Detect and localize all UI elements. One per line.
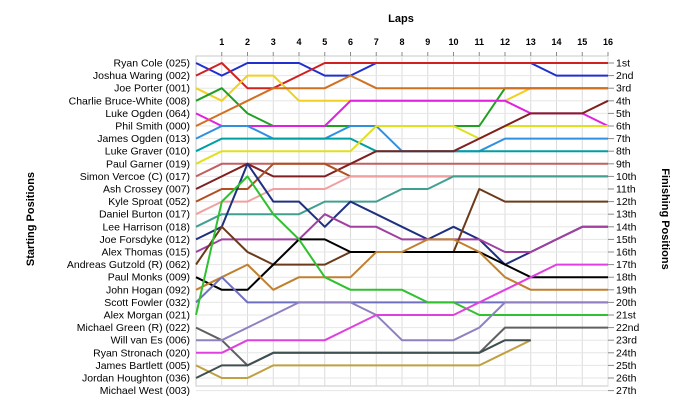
driver-line-26 (195, 339, 531, 379)
starting-position-label: Michael Green (R) (022) (77, 322, 190, 334)
driver-line-16 (195, 213, 608, 253)
lap-tick-label: 7 (374, 37, 379, 47)
lap-tick-label: 1 (219, 37, 224, 47)
lap-tick-label: 15 (577, 37, 587, 47)
y-axis-title: Starting Positions (25, 172, 37, 266)
driver-line-6 (195, 74, 608, 127)
starting-position-label: Joe Forsdyke (012) (100, 234, 190, 246)
lap-tick-label: 12 (500, 37, 510, 47)
starting-position-labels: Ryan Cole (025)Joshua Waring (002)Joe Po… (67, 58, 190, 398)
starting-position-label: Simon Vercoe (C) (017) (80, 171, 190, 183)
finishing-position-label: 19th (616, 284, 637, 296)
starting-position-label: Paul Garner (019) (106, 158, 190, 170)
starting-position-label: James Ogden (013) (97, 133, 190, 145)
driver-line-21 (195, 175, 608, 316)
finishing-position-label: 10th (616, 171, 637, 183)
starting-position-label: Charlie Bruce-White (008) (69, 95, 190, 107)
starting-position-label: Daniel Burton (017) (99, 209, 190, 221)
y2-axis-title: Finishing Positions (659, 168, 671, 269)
finishing-position-label: 13th (616, 209, 637, 221)
lap-tick-label: 10 (448, 37, 458, 47)
driver-line-2 (195, 62, 608, 90)
starting-position-label: Alex Thomas (015) (101, 247, 190, 259)
finishing-position-label: 8th (616, 146, 631, 158)
driver-line-19 (195, 238, 608, 291)
lap-tick-label: 3 (271, 37, 276, 47)
finishing-position-label: 5th (616, 108, 631, 120)
finishing-position-label: 9th (616, 158, 631, 170)
starting-position-label: Ash Crossey (007) (103, 184, 190, 196)
starting-position-label: Joshua Waring (002) (93, 70, 190, 82)
starting-position-label: Luke Graver (010) (105, 146, 190, 158)
finishing-position-label: 26th (616, 373, 637, 385)
driver-line-25 (195, 339, 532, 379)
finishing-position-label: 7th (616, 133, 631, 145)
finishing-position-label: 21st (616, 310, 636, 322)
finishing-position-label: 1st (616, 58, 630, 70)
lap-tick-label: 6 (348, 37, 353, 47)
finishing-position-label: 23rd (616, 335, 637, 347)
starting-position-label: Michael West (003) (100, 385, 190, 397)
starting-position-label: Paul Monks (009) (108, 272, 190, 284)
starting-position-label: Luke Ogden (064) (105, 108, 190, 120)
starting-position-label: Andreas Gutzold (R) (062) (67, 259, 190, 271)
finishing-position-label: 17th (616, 259, 637, 271)
finishing-position-labels: 1st2nd3rd4th5th6th7th8th9th10th11th12th1… (608, 58, 640, 397)
starting-position-label: Alex Morgan (021) (104, 310, 190, 322)
lap-tick-label: 8 (399, 37, 404, 47)
finishing-position-label: 11th (616, 184, 636, 196)
finishing-position-label: 3rd (616, 83, 631, 95)
driver-line-14 (195, 175, 608, 228)
finishing-position-label: 4th (616, 95, 631, 107)
finishing-position-label: 24th (616, 347, 637, 359)
starting-position-label: Kyle Sproat (052) (108, 196, 190, 208)
starting-position-label: Ryan Cole (025) (114, 58, 190, 70)
finishing-position-label: 27th (616, 385, 637, 397)
driver-line-9 (195, 125, 608, 165)
lap-tick-label: 2 (245, 37, 250, 47)
starting-position-label: James Bartlett (005) (95, 360, 190, 372)
finishing-position-label: 25th (616, 360, 637, 372)
starting-position-label: John Hogan (092) (106, 284, 190, 296)
starting-position-label: Phil Smith (000) (115, 121, 190, 133)
finishing-position-label: 16th (616, 247, 637, 259)
driver-line-10 (195, 162, 608, 178)
x-axis-title: Laps (388, 13, 414, 25)
finishing-position-label: 2nd (616, 70, 634, 82)
finishing-position-label: 20th (616, 297, 637, 309)
lap-tick-label: 16 (603, 37, 613, 47)
finishing-position-label: 6th (616, 121, 631, 133)
starting-position-label: Ryan Stronach (020) (93, 347, 190, 359)
lap-tick-label: 5 (322, 37, 327, 47)
lap-tick-label: 11 (474, 37, 484, 47)
finishing-position-label: 18th (616, 272, 637, 284)
position-lines (195, 62, 609, 379)
lap-tick-label: 14 (551, 37, 561, 47)
lap-tick-label: 9 (425, 37, 430, 47)
finishing-position-label: 14th (616, 221, 637, 233)
starting-position-label: Lee Harrison (018) (102, 221, 190, 233)
starting-position-label: Will van Es (006) (111, 335, 190, 347)
driver-line-23 (196, 301, 608, 342)
lap-tick-label: 4 (296, 37, 301, 47)
starting-position-label: Jordan Houghton (036) (82, 373, 190, 385)
finishing-position-label: 22nd (616, 322, 640, 334)
driver-line-24 (196, 263, 608, 354)
finishing-position-label: 15th (616, 234, 637, 246)
starting-position-label: Scott Fowler (032) (104, 297, 190, 309)
starting-position-label: Joe Porter (001) (114, 83, 190, 95)
lap-tick-label: 13 (526, 37, 536, 47)
finishing-position-label: 12th (616, 196, 637, 208)
lap-tick-labels: 1 2 3 4 5 6 7 8 9 10 11 12 13 14 15 16 (219, 37, 613, 56)
